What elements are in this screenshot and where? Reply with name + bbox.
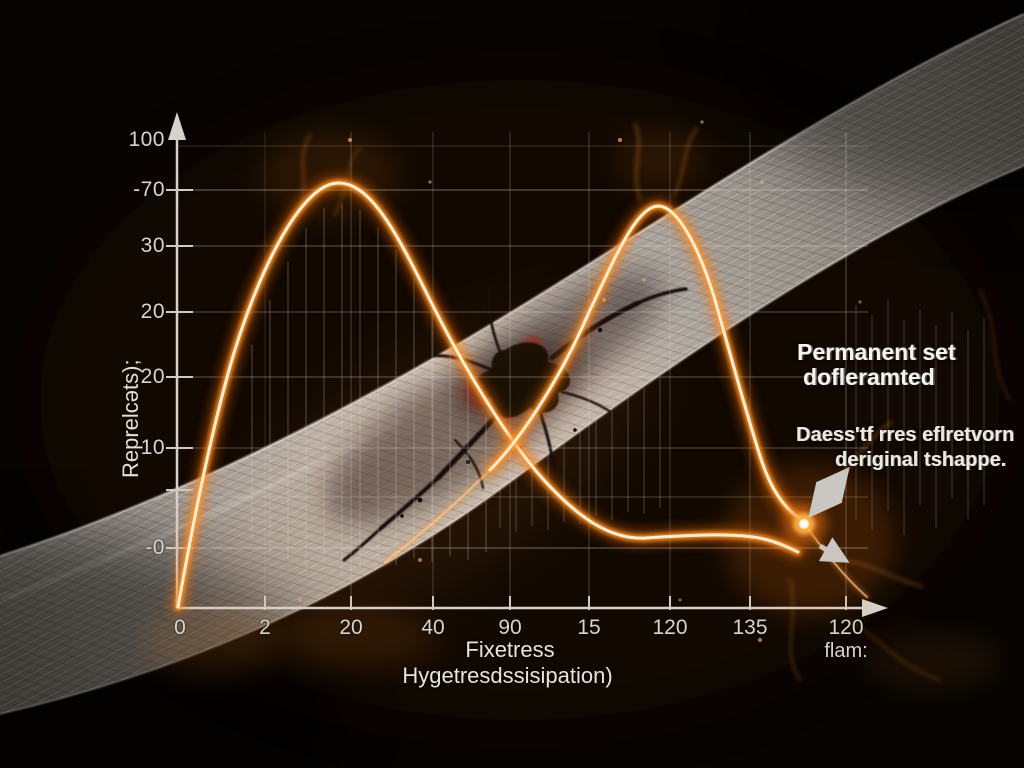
annotation-deform-line1: Daess'tf rres eflretvorn (796, 424, 1015, 446)
x-tick-120b: 120 (828, 616, 864, 639)
double-headed-arrow (808, 467, 850, 518)
x-tick-2: 2 (259, 616, 271, 639)
x-axis-title-line1: Fixetress (465, 637, 555, 662)
flame-wisps (140, 120, 1012, 688)
annotation-permanent-set-line2: dofleramted (803, 364, 935, 390)
x-tick-15: 15 (577, 616, 601, 639)
annotation-arrows (808, 467, 850, 563)
x-tick-120a: 120 (652, 616, 688, 639)
annotation-deform-line2: deriginal tshappe. (835, 449, 1007, 471)
band-shadow-top-right (720, 0, 1024, 210)
crack-branches (342, 284, 688, 562)
axes (166, 112, 888, 617)
small-arrow (818, 537, 850, 563)
y-tick-10: 10 (140, 436, 165, 459)
x-tick-135: 135 (732, 616, 768, 639)
x-axis-sub-label: flam: (824, 640, 868, 662)
y-axis-ticks (166, 189, 193, 549)
y-axis-arrowhead (168, 112, 186, 140)
x-tick-0: 0 (174, 616, 186, 639)
annotation-permanent-set-line1: Permanent set (797, 339, 956, 365)
curve-right-lobe-tail (382, 467, 493, 565)
x-axis-title-line2: Hygetresdssisipation) (402, 663, 613, 688)
curve-right-lobe (483, 198, 813, 529)
y-tick-30: 30 (140, 234, 165, 257)
x-tick-40: 40 (421, 616, 445, 639)
x-axis-arrowhead (862, 599, 888, 617)
y-tick-neg70: -70 (133, 178, 165, 201)
x-tick-90: 90 (498, 616, 522, 639)
oscillation-lines-under-first-peak (251, 204, 487, 575)
y-tick-20a: 20 (140, 300, 165, 323)
y-tick-100: 100 (128, 128, 165, 151)
y-tick-neg0: -0 (145, 536, 165, 559)
curve-left-lobe (171, 175, 805, 614)
sparks (298, 120, 862, 643)
y-axis-title: Reprelcəts); (118, 359, 143, 478)
oscillation-lines-right (855, 300, 985, 535)
crack-specks (400, 327, 603, 518)
x-tick-20: 20 (339, 616, 363, 639)
y-tick-20b: 20 (140, 365, 165, 388)
